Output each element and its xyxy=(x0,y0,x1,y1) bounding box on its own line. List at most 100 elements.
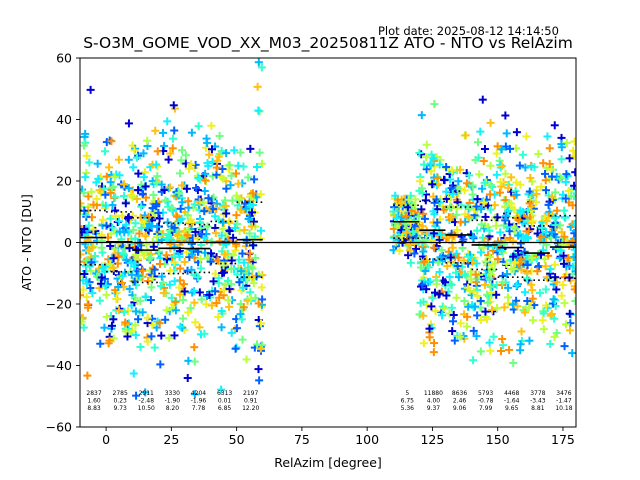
scatter-point xyxy=(218,269,227,278)
scatter-point xyxy=(226,181,235,190)
scatter-point xyxy=(442,187,451,196)
scatter-point xyxy=(550,214,559,223)
scatter-point xyxy=(257,283,266,292)
bin-count-label: 8636 xyxy=(452,390,467,397)
scatter-point xyxy=(83,300,92,309)
scatter-point xyxy=(207,237,216,246)
scatter-point xyxy=(252,10,260,18)
scatter-point xyxy=(152,160,161,169)
scatter-point xyxy=(240,225,249,234)
scatter-point xyxy=(234,255,243,264)
scatter-point xyxy=(232,211,241,220)
scatter-point xyxy=(492,290,501,299)
scatter-point xyxy=(195,288,204,297)
scatter-point xyxy=(531,198,540,207)
scatter-point xyxy=(92,194,101,203)
scatter-point xyxy=(159,289,168,298)
bin-std-label: 12.20 xyxy=(242,405,259,412)
scatter-point xyxy=(207,249,216,258)
scatter-point xyxy=(526,173,535,182)
plot-date: Plot date: 2025-08-12 14:14:50 xyxy=(378,24,559,38)
bin-mean-label: 1.60 xyxy=(87,398,101,405)
chart-title: S-O3M_GOME_VOD_XX_M03_20250811Z ATO - NT… xyxy=(83,34,573,52)
scatter-point xyxy=(241,204,250,213)
scatter-point xyxy=(225,227,234,236)
scatter-point xyxy=(486,205,495,214)
scatter-point xyxy=(257,63,266,72)
scatter-point xyxy=(236,148,245,157)
bin-std-label: 7.78 xyxy=(192,405,206,412)
scatter-point xyxy=(504,283,513,292)
scatter-point xyxy=(80,285,88,294)
scatter-point xyxy=(487,181,496,190)
scatter-point xyxy=(446,279,455,288)
scatter-point xyxy=(187,265,196,274)
scatter-point xyxy=(456,165,465,174)
scatter-point xyxy=(124,213,133,222)
scatter-point xyxy=(80,317,86,326)
y-tick-label: 20 xyxy=(56,174,72,189)
scatter-point xyxy=(201,143,210,152)
scatter-point xyxy=(114,306,123,315)
scatter-point xyxy=(454,177,463,186)
scatter-point xyxy=(230,146,239,155)
scatter-point xyxy=(227,256,236,265)
scatter-point xyxy=(149,190,158,199)
scatter-point xyxy=(217,385,226,394)
scatter-point xyxy=(518,150,527,159)
scatter-point xyxy=(534,262,543,271)
scatter-point xyxy=(496,177,505,186)
scatter-point xyxy=(447,280,456,289)
scatter-point xyxy=(102,221,111,230)
scatter-point xyxy=(509,237,518,246)
scatter-point xyxy=(148,177,157,186)
scatter-point xyxy=(192,183,201,192)
scatter-point xyxy=(255,376,264,385)
scatter-point xyxy=(428,293,437,302)
scatter-point xyxy=(453,261,462,270)
scatter-point xyxy=(419,311,428,320)
bin-mean-label: 4.00 xyxy=(427,398,441,405)
scatter-point xyxy=(498,278,507,287)
scatter-point xyxy=(161,196,170,205)
scatter-point xyxy=(258,159,267,168)
scatter-point xyxy=(477,205,486,214)
scatter-point xyxy=(429,154,438,163)
scatter-point xyxy=(562,138,571,147)
scatter-point xyxy=(153,147,162,156)
scatter-point xyxy=(528,294,537,303)
scatter-point xyxy=(418,280,427,289)
scatter-point xyxy=(118,271,127,280)
scatter-point xyxy=(425,277,434,286)
scatter-point xyxy=(550,260,559,269)
scatter-point xyxy=(495,188,504,197)
scatter-point xyxy=(138,189,147,198)
scatter-point xyxy=(86,85,95,94)
scatter-point xyxy=(516,180,525,189)
x-tick-label: 100 xyxy=(355,432,379,447)
scatter-point xyxy=(107,321,116,330)
scatter-point xyxy=(120,180,129,189)
scatter-point xyxy=(101,147,110,156)
scatter-point xyxy=(465,203,474,212)
scatter-point xyxy=(538,223,547,232)
scatter-point xyxy=(180,257,189,266)
scatter-point xyxy=(111,212,120,221)
scatter-point xyxy=(507,199,516,208)
scatter-point xyxy=(182,184,191,193)
scatter-point xyxy=(448,317,457,326)
scatter-point xyxy=(106,241,115,250)
scatter-point xyxy=(153,222,162,231)
scatter-point xyxy=(254,58,263,67)
scatter-point xyxy=(100,323,109,332)
scatter-point xyxy=(134,315,143,324)
scatter-point xyxy=(473,291,482,300)
scatter-point xyxy=(168,134,177,143)
scatter-point xyxy=(232,324,241,333)
scatter-point xyxy=(557,228,566,237)
scatter-point xyxy=(204,194,213,203)
scatter-point xyxy=(88,243,97,252)
scatter-point xyxy=(414,212,423,221)
scatter-point xyxy=(107,183,116,192)
